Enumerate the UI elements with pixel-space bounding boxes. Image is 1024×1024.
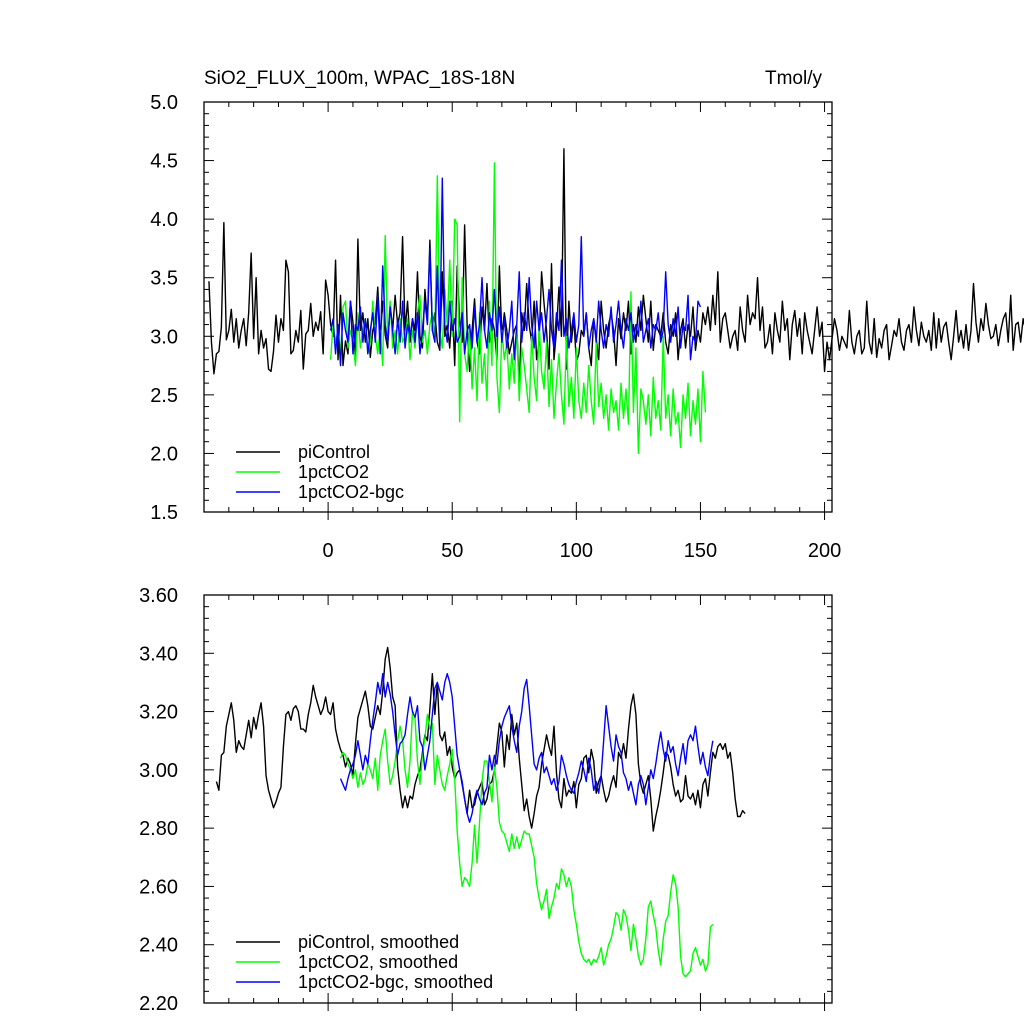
bottom-panel-axes: 2.20 2.40 2.60 2.80 3.00 3.20 3.40 3.60	[139, 585, 833, 1015]
y-tick-label: 4.5	[150, 151, 178, 173]
series-line-3	[339, 672, 714, 824]
top-panel-axes: 1.5 2.0 2.5 3.0 3.5 4.0 4.5 5.0 0 50 100 150 200	[150, 92, 841, 562]
legend-label: 1pctCO2	[298, 462, 369, 482]
top-panel-units: Tmol/y	[765, 68, 823, 89]
bottom-panel: 2.20 2.40 2.60 2.80 3.00 3.20 3.40 3.60 piContr…	[139, 585, 833, 1015]
series-line-3	[329, 177, 702, 367]
bottom-panel-series	[215, 646, 746, 978]
series-line-1	[208, 148, 1024, 390]
series-line-2	[329, 162, 707, 455]
y-tick-label: 3.0	[150, 326, 178, 348]
series-line-1	[215, 646, 746, 832]
top-panel-series	[208, 148, 1024, 455]
y-tick-label: 3.20	[139, 702, 178, 724]
y-tick-label: 2.60	[139, 876, 178, 898]
y-tick-label: 3.00	[139, 760, 178, 782]
x-tick-label: 0	[323, 540, 334, 562]
legend-label: piControl, smoothed	[298, 932, 459, 952]
y-tick-label: 2.0	[150, 443, 178, 465]
y-tick-label: 1.5	[150, 502, 178, 524]
legend-label: 1pctCO2-bgc	[298, 482, 404, 502]
y-tick-label: 3.40	[139, 643, 178, 665]
plot-frame	[203, 101, 833, 513]
y-tick-label: 2.5	[150, 385, 178, 407]
x-tick-label: 50	[441, 540, 463, 562]
x-tick-label: 100	[560, 540, 593, 562]
y-tick-label: 3.5	[150, 268, 178, 290]
y-tick-label: 2.80	[139, 818, 178, 840]
top-panel-title: SiO2_FLUX_100m, WPAC_18S-18N	[204, 68, 515, 89]
plot-frame	[203, 594, 833, 1004]
legend-label: piControl	[298, 442, 370, 462]
y-tick-label: 3.60	[139, 585, 178, 607]
x-tick-label: 150	[684, 540, 717, 562]
y-tick-label: 2.40	[139, 935, 178, 957]
y-tick-label: 5.0	[150, 92, 178, 114]
top-panel: SiO2_FLUX_100m, WPAC_18S-18N Tmol/y 1.5 2…	[150, 68, 1024, 562]
y-tick-label: 2.20	[139, 993, 178, 1015]
legend-label: 1pctCO2, smoothed	[298, 952, 458, 972]
y-tick-label: 4.0	[150, 209, 178, 231]
legend-label: 1pctCO2-bgc, smoothed	[298, 972, 493, 992]
x-tick-label: 200	[808, 540, 841, 562]
